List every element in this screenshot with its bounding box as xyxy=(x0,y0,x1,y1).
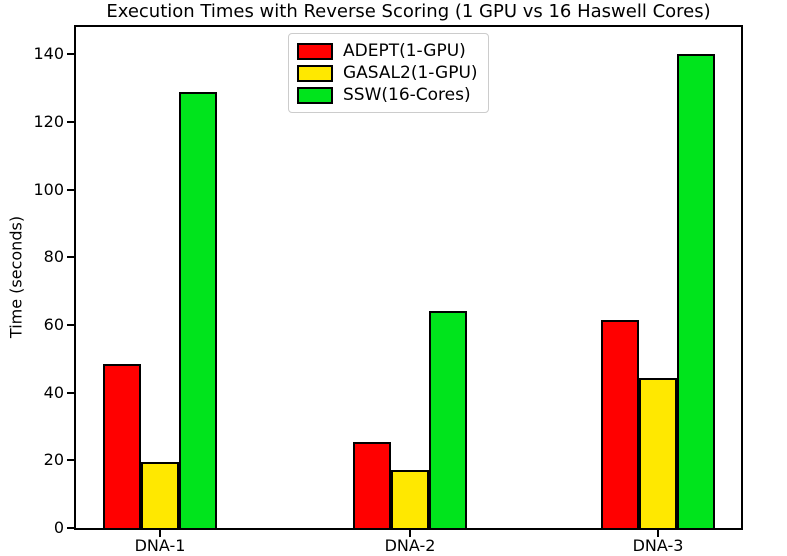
y-tick-label: 100 xyxy=(33,179,64,199)
x-tick-mark xyxy=(409,530,411,537)
legend-label: GASAL2(1-GPU) xyxy=(343,63,478,83)
x-tick-mark xyxy=(159,530,161,537)
y-tick-label: 20 xyxy=(43,450,64,470)
y-tick-mark xyxy=(67,120,74,123)
bar-adept-dna-3 xyxy=(601,320,639,528)
plot-area: ADEPT(1-GPU) GASAL2(1-GPU) SSW(16-Cores) 0… xyxy=(33,25,743,555)
legend-swatch-icon xyxy=(297,42,333,60)
x-tick-mark xyxy=(657,530,659,537)
x-tick-label: DNA-3 xyxy=(632,536,684,555)
y-tick-label: 120 xyxy=(33,111,64,131)
y-tick-mark xyxy=(67,323,74,326)
legend-label: SSW(16-Cores) xyxy=(343,85,471,105)
y-tick-mark xyxy=(67,391,74,394)
bar-gasal2-dna-2 xyxy=(391,470,429,528)
bar-ssw-dna-1 xyxy=(179,92,217,528)
y-tick-mark xyxy=(67,256,74,259)
bar-gasal2-dna-1 xyxy=(141,462,179,528)
y-tick-label: 40 xyxy=(43,382,64,402)
y-tick-label: 140 xyxy=(33,44,64,64)
legend-label: ADEPT(1-GPU) xyxy=(343,41,466,61)
legend-item: GASAL2(1-GPU) xyxy=(297,62,478,84)
bar-adept-dna-2 xyxy=(353,442,391,528)
y-tick-mark xyxy=(67,188,74,191)
legend-swatch-icon xyxy=(297,64,333,82)
x-tick-label: DNA-2 xyxy=(384,536,436,555)
y-tick-label: 0 xyxy=(53,518,64,537)
legend-item: SSW(16-Cores) xyxy=(297,84,478,106)
bar-ssw-dna-2 xyxy=(429,311,467,528)
y-tick-mark xyxy=(67,459,74,462)
chart-title: Execution Times with Reverse Scoring (1 … xyxy=(106,1,711,22)
y-tick-label: 80 xyxy=(43,247,64,267)
bar-gasal2-dna-3 xyxy=(639,378,677,528)
y-tick-mark xyxy=(67,53,74,56)
y-tick-label: 60 xyxy=(43,314,64,334)
legend-item: ADEPT(1-GPU) xyxy=(297,40,478,62)
legend-swatch-icon xyxy=(297,86,333,104)
x-tick-label: DNA-1 xyxy=(134,536,186,555)
y-tick-mark xyxy=(67,527,74,529)
bar-ssw-dna-3 xyxy=(677,54,715,528)
legend: ADEPT(1-GPU) GASAL2(1-GPU) SSW(16-Cores) xyxy=(288,33,489,113)
bar-adept-dna-1 xyxy=(103,364,141,528)
